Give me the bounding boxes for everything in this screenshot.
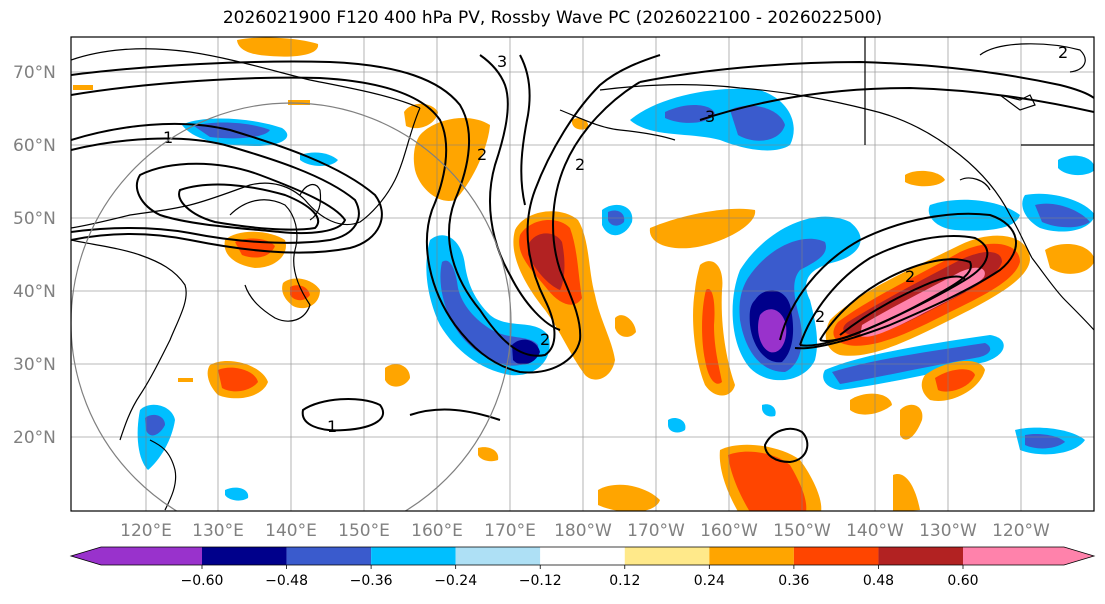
- shade-region: [762, 404, 776, 417]
- contour-label: 3: [705, 107, 715, 126]
- colorbar-tick-label: −0.36: [350, 573, 393, 589]
- lat-label: 50°N: [13, 209, 56, 229]
- colorbar-tick-label: −0.12: [519, 573, 562, 589]
- colorbar-tick-label: −0.60: [181, 573, 224, 589]
- lat-label: 60°N: [13, 136, 56, 156]
- shade-region: [145, 414, 165, 436]
- colorbar-tick-label: 0.48: [863, 573, 894, 589]
- contour-label: 2: [815, 307, 825, 326]
- pv-contours: [71, 54, 1094, 464]
- colorbar-segment: [709, 547, 794, 565]
- colorbar-segment: [540, 547, 625, 565]
- shade-region: [478, 447, 499, 462]
- lon-label: 150°E: [338, 521, 390, 541]
- shade-region: [832, 343, 991, 384]
- colorbar-tick-label: −0.48: [265, 573, 308, 589]
- contour-label: 3: [497, 52, 507, 71]
- shade-region: [572, 117, 589, 130]
- shade-region: [728, 451, 807, 511]
- lat-label: 20°N: [13, 428, 56, 448]
- colorbar-segment: [793, 547, 879, 565]
- shade-region: [928, 199, 1020, 231]
- lon-label: 170°E: [484, 521, 536, 541]
- colorbar-segment: [624, 547, 710, 565]
- colorbar: −0.60 −0.48 −0.36 −0.24 −0.12 0.12 0.24 0.36 0.4…: [69, 546, 1096, 589]
- colorbar-segment: [455, 547, 541, 565]
- shade-region: [1045, 244, 1094, 274]
- lat-label: 40°N: [13, 282, 56, 302]
- colorbar-tick-label: −0.24: [434, 573, 477, 589]
- longitude-labels: 120°E 130°E 140°E 150°E 160°E 170°E 180°…: [120, 521, 1050, 541]
- map-border: [70, 36, 1095, 512]
- colorbar-tick-label: 0.24: [694, 573, 725, 589]
- lon-label: 140°E: [265, 521, 317, 541]
- contour-label: 2: [540, 330, 550, 349]
- lon-label: 130°E: [192, 521, 244, 541]
- shade-region: [850, 393, 892, 415]
- contour-label: 2: [1058, 43, 1068, 62]
- lon-label: 160°E: [411, 521, 463, 541]
- colorbar-tick-label: 0.60: [947, 573, 978, 589]
- lon-label: 180°W: [554, 521, 612, 541]
- shade-region: [225, 487, 249, 501]
- lon-label: 150°W: [773, 521, 831, 541]
- lat-label: 70°N: [13, 63, 56, 83]
- colorbar-tick-label: 0.12: [609, 573, 640, 589]
- contour-label: 1: [327, 417, 337, 436]
- shade-region: [440, 260, 539, 366]
- lon-label: 120°W: [992, 521, 1050, 541]
- shade-region: [385, 364, 410, 387]
- shade-region: [1035, 203, 1090, 228]
- colorbar-segment: [371, 547, 456, 565]
- shade-region: [178, 378, 193, 382]
- shade-region: [404, 103, 438, 129]
- lat-label: 30°N: [13, 355, 56, 375]
- shade-region: [1025, 433, 1065, 449]
- contour-label: 1: [163, 128, 173, 147]
- lon-label: 160°W: [700, 521, 758, 541]
- colorbar-tick-label: 0.36: [778, 573, 809, 589]
- colorbar-segment: [202, 547, 287, 565]
- shade-region: [730, 105, 785, 141]
- colorbar-segment: [963, 547, 1094, 565]
- colorbar-segment: [71, 547, 202, 565]
- lon-label: 140°W: [846, 521, 904, 541]
- shade-region: [668, 418, 686, 433]
- shade-region: [900, 404, 923, 440]
- shade-region: [598, 484, 660, 511]
- shade-region: [413, 117, 490, 201]
- contour-label: 2: [575, 155, 585, 174]
- colorbar-segment: [878, 547, 963, 565]
- shade-region: [935, 369, 975, 392]
- latitude-labels: 70°N 60°N 50°N 40°N 30°N 20°N: [13, 63, 56, 448]
- shade-region: [615, 315, 636, 337]
- shade-region: [702, 289, 722, 384]
- radius-circle: [71, 102, 512, 511]
- shade-region: [905, 170, 945, 187]
- shade-region: [1058, 155, 1094, 175]
- shade-region: [893, 474, 920, 511]
- shade-region: [300, 152, 338, 166]
- shade-region: [512, 339, 540, 365]
- contour-label: 2: [477, 145, 487, 164]
- colorbar-outline: [69, 546, 1096, 566]
- lon-label: 120°E: [120, 521, 172, 541]
- shade-region: [218, 367, 258, 392]
- contour-label: 2: [905, 267, 915, 286]
- lon-label: 130°W: [919, 521, 977, 541]
- shade-region: [73, 85, 93, 90]
- shade-region: [237, 37, 319, 57]
- map-title: 2026021900 F120 400 hPa PV, Rossby Wave …: [222, 8, 883, 28]
- colorbar-segment: [286, 547, 372, 565]
- shade-region: [758, 309, 787, 353]
- lon-label: 170°W: [627, 521, 685, 541]
